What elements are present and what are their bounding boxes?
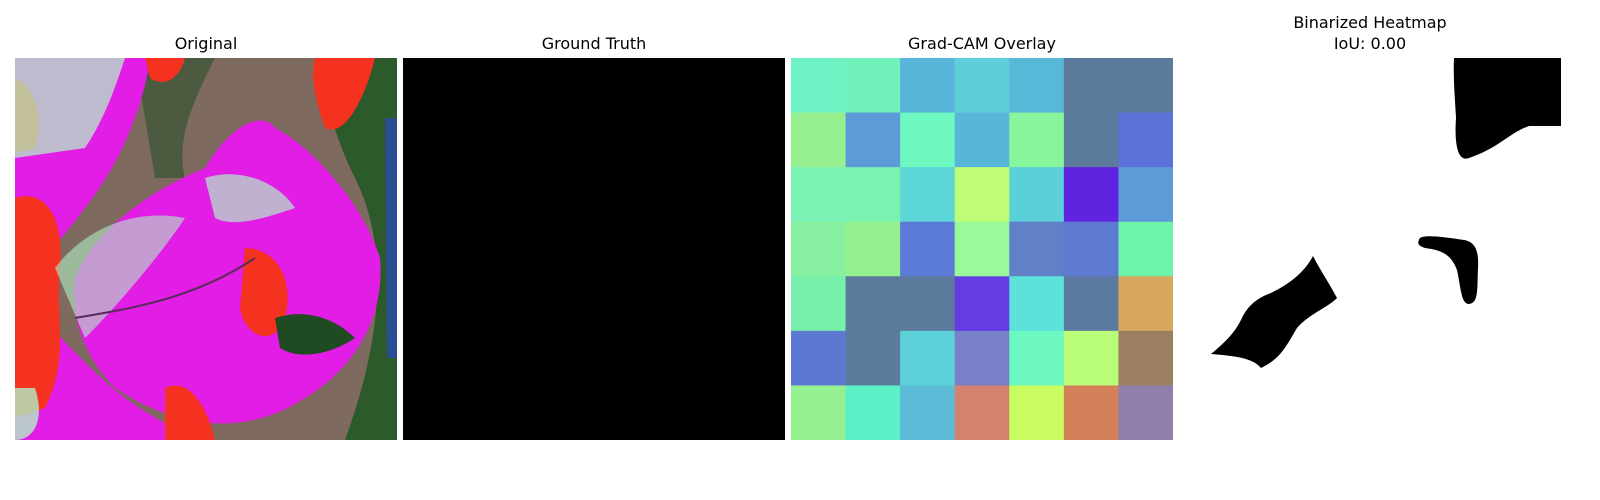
mask-region-top-right	[1453, 58, 1561, 159]
heatmap-cell-r6-c4	[1009, 385, 1065, 440]
ground-truth-mask	[403, 58, 785, 440]
panel-title-gradcam: Grad-CAM Overlay	[908, 34, 1056, 53]
heatmap-cell-r6-c0	[791, 385, 847, 440]
heatmap-cell-r4-c2	[900, 276, 956, 332]
panel-subtitle-iou: IoU: 0.00	[1333, 34, 1407, 53]
heatmap-cell-r2-c5	[1063, 167, 1119, 223]
heatmap-cell-r3-c5	[1063, 221, 1119, 277]
original-image	[15, 58, 397, 440]
panel-original: Original	[15, 0, 397, 500]
mask-region-center-right	[1418, 236, 1479, 304]
heatmap-cell-r5-c5	[1063, 330, 1119, 386]
heatmap-cell-r5-c2	[900, 330, 956, 386]
heatmap-cell-r4-c0	[791, 276, 847, 332]
heatmap-cell-r1-c1	[845, 112, 901, 168]
heatmap-cell-r6-c3	[954, 385, 1010, 440]
ground-truth-fill	[403, 58, 785, 440]
heatmap-cell-r6-c2	[900, 385, 956, 440]
heatmap-cell-r3-c3	[954, 221, 1010, 277]
panel-title-original: Original	[174, 34, 238, 53]
heatmap-cell-r2-c2	[900, 167, 956, 223]
heatmap-cell-r0-c3	[954, 58, 1010, 114]
heatmap-cell-r4-c4	[1009, 276, 1065, 332]
heatmap-cell-r3-c6	[1118, 221, 1173, 277]
panel-gradcam: Grad-CAM Overlay	[791, 0, 1173, 500]
heatmap-cell-r3-c1	[845, 221, 901, 277]
heatmap-cell-r0-c5	[1063, 58, 1119, 114]
heatmap-cell-r2-c1	[845, 167, 901, 223]
heatmap-cell-r0-c0	[791, 58, 847, 114]
heatmap-cell-r2-c4	[1009, 167, 1065, 223]
panel-title-binarized: Binarized Heatmap	[1293, 13, 1447, 32]
heatmap-cell-r1-c5	[1063, 112, 1119, 168]
mask-region-lower-left	[1211, 256, 1337, 368]
heatmap-cell-r6-c5	[1063, 385, 1119, 440]
heatmap-cell-r1-c2	[900, 112, 956, 168]
heatmap-cell-r5-c0	[791, 330, 847, 386]
heatmap-cell-r6-c1	[845, 385, 901, 440]
panel-binarized: Binarized Heatmap IoU: 0.00	[1179, 0, 1561, 500]
heatmap-cell-r3-c0	[791, 221, 847, 277]
heatmap-cell-r3-c2	[900, 221, 956, 277]
heatmap-cell-r6-c6	[1118, 385, 1173, 440]
panel-ground-truth: Ground Truth	[403, 0, 785, 500]
heatmap-cell-r1-c6	[1118, 112, 1173, 168]
heatmap-cell-r0-c4	[1009, 58, 1065, 114]
heatmap-cell-r1-c0	[791, 112, 847, 168]
binarized-mask	[1179, 58, 1561, 440]
heatmap-cell-r5-c1	[845, 330, 901, 386]
heatmap-cell-r0-c1	[845, 58, 901, 114]
heatmap-cell-r4-c5	[1063, 276, 1119, 332]
heatmap-cell-r2-c3	[954, 167, 1010, 223]
gradcam-heatmap	[791, 58, 1173, 440]
heatmap-cell-r4-c3	[954, 276, 1010, 332]
heatmap-cell-r2-c6	[1118, 167, 1173, 223]
heatmap-cell-r5-c6	[1118, 330, 1173, 386]
heatmap-cell-r0-c2	[900, 58, 956, 114]
heatmap-cell-r1-c4	[1009, 112, 1065, 168]
heatmap-cell-r2-c0	[791, 167, 847, 223]
panel-title-ground-truth: Ground Truth	[541, 34, 647, 53]
heatmap-cell-r4-c6	[1118, 276, 1173, 332]
heatmap-cell-r3-c4	[1009, 221, 1065, 277]
heatmap-cell-r4-c1	[845, 276, 901, 332]
heatmap-cell-r5-c3	[954, 330, 1010, 386]
heatmap-cell-r5-c4	[1009, 330, 1065, 386]
heatmap-cell-r0-c6	[1118, 58, 1173, 114]
heatmap-cell-r1-c3	[954, 112, 1010, 168]
